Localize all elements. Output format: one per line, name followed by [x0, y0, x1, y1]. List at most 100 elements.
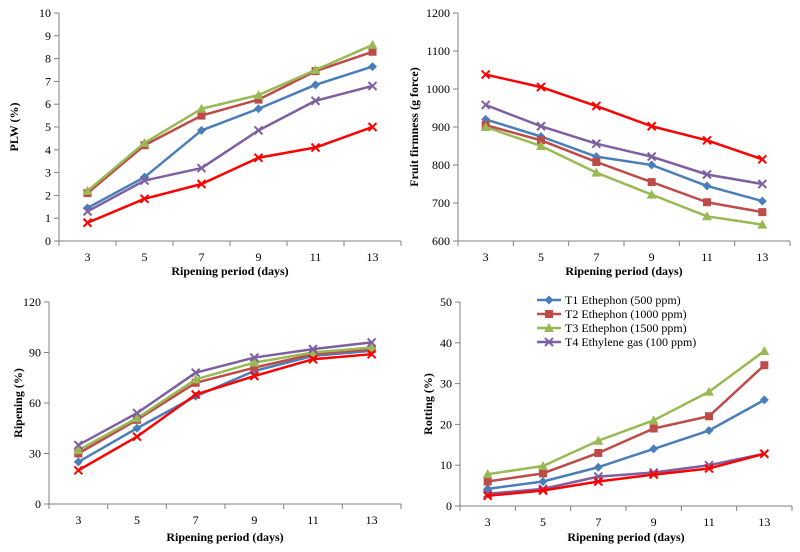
- data-point: [702, 135, 712, 146]
- x-tick-label: 13: [756, 250, 768, 264]
- y-tick-label: 600: [432, 234, 450, 248]
- data-point: [367, 81, 378, 91]
- data-point: [253, 125, 264, 136]
- chart-panel-2: 600 700 800 900 1000 1100 1200 3 5 7 9 11 13 Ripening…: [407, 6, 791, 278]
- series-3: [482, 345, 770, 479]
- x-tick-label: 11: [307, 513, 319, 527]
- data-point: [646, 151, 657, 162]
- data-point: [537, 136, 545, 145]
- data-point: [254, 95, 263, 104]
- series-line: [77, 347, 372, 455]
- legend-marker: [544, 337, 554, 347]
- data-point: [538, 477, 548, 487]
- data-point: [132, 408, 142, 418]
- data-point: [649, 424, 658, 433]
- data-point: [73, 440, 84, 450]
- series-line: [487, 452, 765, 496]
- data-point: [757, 196, 767, 206]
- data-point: [190, 389, 201, 400]
- data-point: [196, 103, 207, 113]
- data-point: [190, 367, 201, 378]
- x-axis-title: Ripening period (days): [166, 530, 283, 544]
- data-point: [536, 121, 546, 131]
- data-point: [757, 219, 768, 229]
- data-point: [482, 469, 493, 479]
- data-point: [311, 80, 320, 90]
- chart-panel-4: 0 10 20 30 40 50 3 5 7 9 11 13 Ripening period (days…: [421, 295, 793, 544]
- series-line: [86, 43, 374, 192]
- data-point: [704, 463, 714, 474]
- legend-entry: T2 Ethephon (1000 ppm): [537, 307, 687, 321]
- data-point: [310, 96, 321, 106]
- y-tick-label: 10: [39, 6, 51, 20]
- data-point: [536, 82, 546, 92]
- data-point: [759, 395, 769, 405]
- series-5: [73, 349, 377, 476]
- data-point: [538, 461, 548, 471]
- data-point: [73, 465, 84, 476]
- data-point: [73, 445, 84, 455]
- x-tick-label: 5: [134, 513, 140, 527]
- data-point: [310, 65, 321, 74]
- x-tick-label: 7: [593, 250, 599, 264]
- series-2: [481, 121, 767, 217]
- series-3: [73, 342, 377, 455]
- chart-panel-3: 0 30 60 90 120 3 5 7 9 11 13 Ripening period (days)…: [11, 295, 402, 544]
- legend-entry: T4 Ethylene gas (100 ppm): [537, 335, 696, 349]
- series-2: [483, 361, 769, 486]
- data-point: [536, 141, 546, 150]
- x-tick-label: 11: [701, 250, 713, 264]
- y-tick-label: 20: [440, 417, 452, 431]
- data-point: [190, 374, 201, 384]
- y-tick-label: 800: [432, 158, 450, 172]
- series-line: [485, 73, 763, 161]
- data-point: [249, 371, 260, 381]
- data-point: [139, 175, 150, 186]
- data-point: [82, 185, 93, 195]
- data-point: [139, 137, 150, 147]
- series-1: [83, 62, 377, 213]
- series-3: [82, 39, 378, 195]
- data-point: [757, 154, 768, 165]
- data-point: [249, 352, 260, 363]
- y-tick-label: 3: [45, 166, 51, 180]
- data-point: [702, 211, 712, 221]
- series-line: [86, 50, 373, 195]
- data-point: [249, 357, 260, 367]
- data-point: [591, 139, 602, 149]
- data-point: [250, 363, 259, 372]
- x-tick-label: 7: [193, 513, 199, 527]
- data-point: [648, 415, 659, 425]
- series-line: [487, 349, 766, 476]
- y-axis-title: PLW (%): [7, 102, 21, 151]
- x-tick-label: 3: [483, 250, 489, 264]
- x-tick-label: 13: [366, 513, 378, 527]
- data-point: [593, 435, 604, 445]
- x-tick-label: 13: [367, 250, 379, 264]
- y-tick-label: 30: [440, 377, 452, 391]
- data-point: [591, 167, 602, 177]
- data-point: [759, 345, 770, 355]
- data-point: [253, 153, 264, 163]
- y-tick-label: 700: [432, 196, 450, 210]
- data-point: [310, 142, 321, 153]
- legend-entry: T1 Ethephon (500 ppm): [537, 293, 681, 307]
- data-point: [253, 90, 264, 100]
- series-5: [482, 449, 770, 501]
- data-point: [73, 457, 83, 467]
- series-line: [87, 125, 373, 224]
- legend-entry: T3 Ethephon (1500 ppm): [537, 321, 687, 335]
- series-2: [74, 345, 376, 458]
- series-3: [480, 122, 768, 229]
- legend-label: T1 Ethephon (500 ppm): [565, 293, 681, 307]
- data-point: [197, 111, 206, 120]
- data-point: [368, 62, 377, 72]
- data-point: [647, 178, 656, 187]
- data-point: [480, 122, 491, 131]
- y-tick-label: 0: [45, 234, 51, 248]
- data-point: [591, 101, 602, 111]
- series-line: [77, 346, 372, 452]
- data-point: [592, 157, 601, 166]
- y-tick-label: 2: [45, 188, 51, 202]
- y-tick-label: 30: [29, 447, 41, 461]
